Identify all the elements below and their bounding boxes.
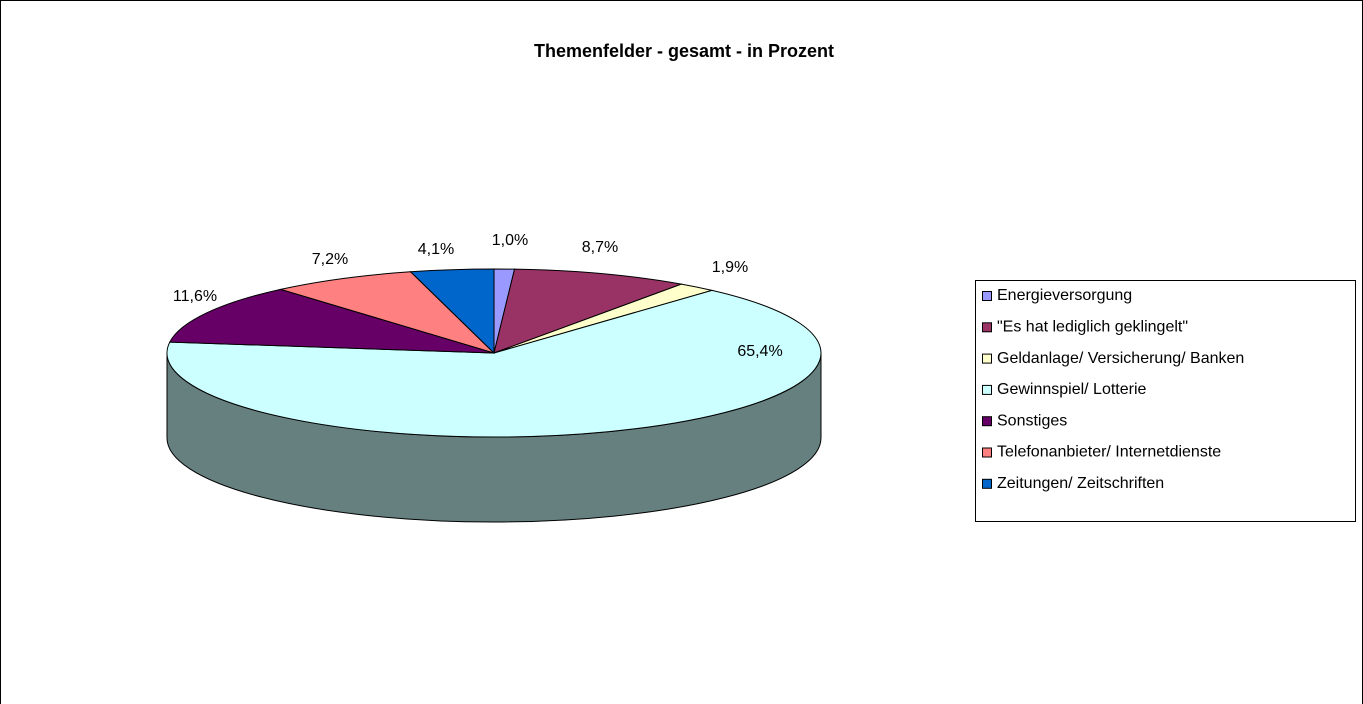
legend-swatch: [982, 322, 992, 333]
legend-label: Zeitungen/ Zeitschriften: [997, 475, 1164, 492]
legend-label: Sonstiges: [997, 412, 1067, 429]
legend-swatch: [982, 353, 992, 364]
legend-swatch: [982, 384, 992, 395]
slice: [278, 271, 495, 354]
data-label: 7,2%: [312, 251, 348, 268]
data-label: 4,1%: [418, 241, 454, 258]
data-label: 11,6%: [173, 288, 217, 305]
legend-swatch: [982, 416, 992, 427]
chart-title: Themenfelder - gesamt - in Prozent: [534, 41, 834, 61]
data-label: 65,4%: [737, 343, 782, 360]
legend-box: [975, 280, 1356, 522]
slice: [409, 268, 495, 355]
legend-swatch: [982, 447, 992, 458]
slice: [493, 268, 684, 354]
data-label: 8,7%: [582, 239, 618, 256]
legend-label: Telefonanbieter/ Internetdienste: [997, 444, 1221, 461]
legend-label: Gewinnspiel/ Lotterie: [997, 381, 1147, 398]
legend-label: Energieversorgung: [997, 287, 1132, 304]
data-label: 1,0%: [492, 232, 528, 249]
legend-swatch: [982, 478, 992, 489]
legend-label: Geldanlage/ Versicherung/ Banken: [997, 350, 1244, 367]
slice: [168, 288, 495, 354]
legend-label: "Es hat lediglich geklingelt": [997, 319, 1188, 336]
data-label: 1,9%: [712, 259, 748, 276]
legend-swatch: [982, 291, 992, 301]
slice: [166, 289, 822, 438]
